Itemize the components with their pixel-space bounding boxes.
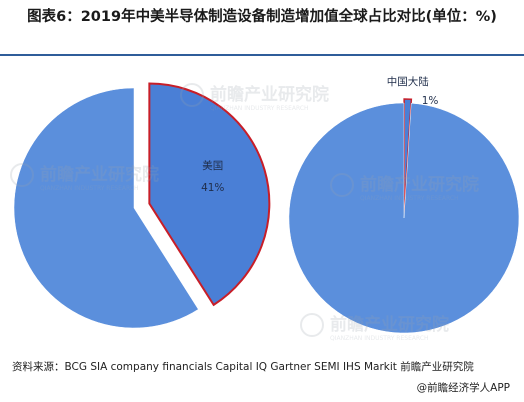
pie2-slice-1-label: 中国大陆: [387, 75, 429, 88]
pie1-slice-1: [148, 82, 271, 307]
pie2-slice-2: [288, 102, 520, 334]
pie1-slice-1-value: 41%: [201, 182, 224, 194]
chart-title: 图表6：2019年中美半导体制造设备制造增加值全球占比对比(单位：%): [27, 9, 497, 25]
pie2-slice-1-value: 1%: [422, 95, 439, 107]
pie1-slice-2: [13, 87, 199, 329]
pie1-slice-1-label: 美国: [202, 159, 223, 172]
source-note: 资料来源：BCG SIA company financials Capital …: [12, 361, 474, 373]
credit-note: @前瞻经济学人APP: [416, 382, 510, 394]
title-divider: [0, 54, 524, 56]
